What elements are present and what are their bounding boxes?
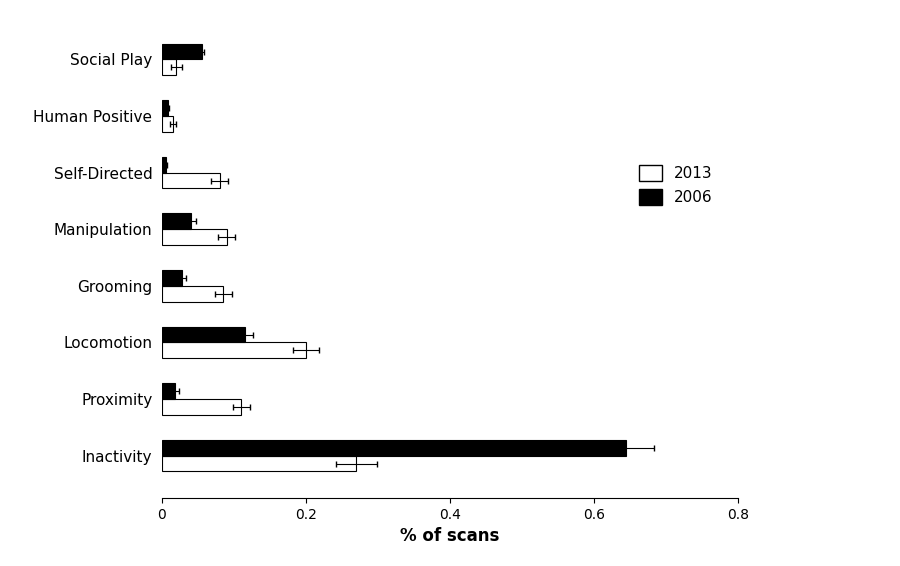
Bar <box>162 327 245 342</box>
Bar <box>162 157 166 173</box>
Bar <box>162 173 220 188</box>
Bar <box>162 286 223 302</box>
Bar <box>162 456 356 471</box>
Bar <box>162 100 167 116</box>
Bar <box>162 229 227 245</box>
Bar <box>162 213 191 229</box>
Bar <box>162 342 306 358</box>
Bar <box>162 59 176 75</box>
X-axis label: % of scans: % of scans <box>400 528 500 546</box>
Bar <box>162 383 175 399</box>
Bar <box>162 399 241 415</box>
Bar <box>162 270 182 286</box>
Bar <box>162 116 173 132</box>
Bar <box>162 440 626 456</box>
Bar <box>162 44 202 59</box>
Legend: 2013, 2006: 2013, 2006 <box>633 159 719 211</box>
